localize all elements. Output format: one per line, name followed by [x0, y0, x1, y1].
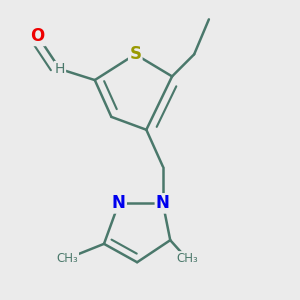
Text: N: N	[112, 194, 126, 212]
Text: CH₃: CH₃	[176, 252, 198, 265]
Text: CH₃: CH₃	[56, 252, 78, 265]
Text: S: S	[129, 45, 141, 63]
Text: N: N	[156, 194, 170, 212]
Text: O: O	[31, 27, 45, 45]
Text: H: H	[55, 62, 65, 76]
